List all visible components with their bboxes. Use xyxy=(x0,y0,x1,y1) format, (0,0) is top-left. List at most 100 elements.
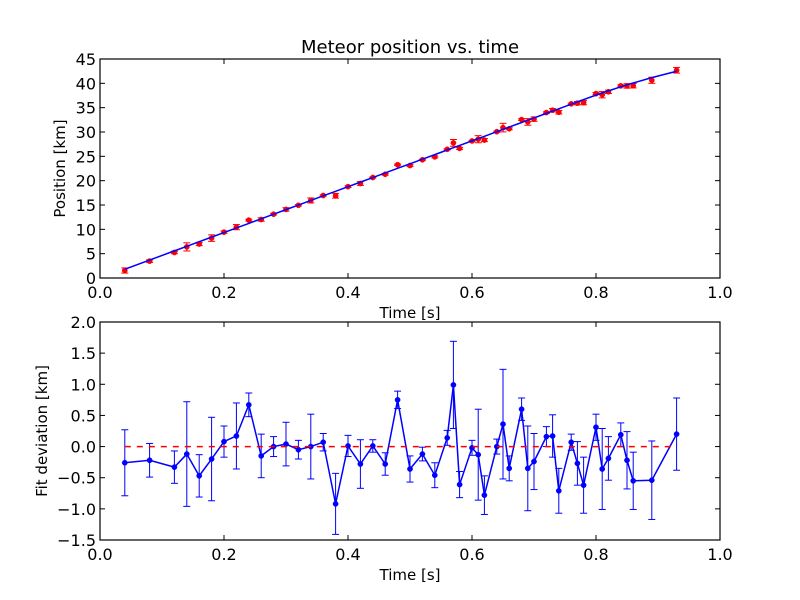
deviation-y-tick-label: 1.5 xyxy=(71,344,96,363)
data-marker xyxy=(407,466,413,472)
deviation-y-axis-label: Fit deviation [km] xyxy=(33,365,51,497)
data-marker xyxy=(332,192,339,199)
data-marker xyxy=(245,401,252,408)
deviation-series-line xyxy=(124,384,678,505)
position-y-tick-label: 15 xyxy=(76,196,96,215)
deviation-data-point xyxy=(480,475,488,515)
data-marker xyxy=(555,109,562,116)
deviation-data-point xyxy=(518,397,526,421)
data-marker xyxy=(630,477,637,484)
deviation-y-tick-label: 0.0 xyxy=(71,438,96,457)
deviation-data-point xyxy=(183,401,191,507)
position-x-tick-label: 0.8 xyxy=(583,283,608,302)
data-marker xyxy=(481,137,488,143)
data-marker xyxy=(221,438,227,445)
data-marker xyxy=(555,487,562,494)
deviation-axes-frame xyxy=(99,321,721,541)
deviation-x-tick-label: 0.6 xyxy=(459,545,484,564)
deviation-data-point xyxy=(431,462,439,489)
data-marker xyxy=(183,451,190,457)
deviation-data-point xyxy=(369,439,377,453)
data-marker xyxy=(394,161,401,168)
position-series-fit xyxy=(124,70,677,270)
deviation-data-point xyxy=(443,429,451,446)
deviation-series-residuals xyxy=(121,340,681,535)
data-marker xyxy=(233,433,240,439)
deviation-plot-area xyxy=(121,340,681,535)
position-ticks: 0.0 0.2 0.4 0.6 0.8 1.0 0 5 10 15 20 25 30 35 40 45 xyxy=(76,50,733,302)
data-marker xyxy=(394,397,401,403)
data-marker xyxy=(481,492,488,499)
position-y-tick-label: 25 xyxy=(76,147,96,166)
position-y-tick-label: 35 xyxy=(76,99,96,118)
data-marker xyxy=(431,472,438,479)
deviation-data-point xyxy=(549,414,557,458)
deviation-data-point xyxy=(232,402,240,470)
deviation-x-tick-label: 1.0 xyxy=(707,545,732,564)
deviation-ticks: 0.0 0.2 0.4 0.6 0.8 1.0 −1.5 −1.0 −0.5 0.0 0.5 1.0 1… xyxy=(57,313,733,564)
position-y-tick-label: 5 xyxy=(86,245,96,264)
deviation-data-point xyxy=(146,442,154,478)
deviation-data-point xyxy=(319,432,327,452)
data-marker xyxy=(171,464,178,470)
deviation-data-point xyxy=(580,456,588,514)
data-marker xyxy=(450,382,457,388)
deviation-data-point xyxy=(573,441,581,486)
deviation-y-tick-label: −1.0 xyxy=(57,500,96,519)
data-marker xyxy=(419,451,426,457)
position-plot-area xyxy=(121,66,681,274)
deviation-y-tick-label: 1.0 xyxy=(71,375,96,394)
deviation-data-point xyxy=(629,451,637,510)
data-marker xyxy=(673,431,680,437)
deviation-data-point xyxy=(418,446,426,462)
data-marker xyxy=(593,424,599,431)
deviation-data-point xyxy=(604,436,612,481)
data-marker xyxy=(543,433,550,440)
deviation-data-point xyxy=(208,416,216,502)
deviation-y-tick-label: 2.0 xyxy=(71,313,96,332)
position-y-tick-label: 10 xyxy=(76,220,96,239)
deviation-data-point xyxy=(332,472,340,535)
data-marker xyxy=(524,465,531,472)
position-data-point xyxy=(332,192,340,199)
data-marker xyxy=(605,455,612,462)
deviation-data-point xyxy=(456,470,464,499)
position-y-tick-label: 45 xyxy=(76,50,96,69)
data-marker xyxy=(320,439,327,446)
data-marker xyxy=(624,457,630,464)
deviation-data-point xyxy=(356,439,364,489)
data-marker xyxy=(531,458,537,465)
deviation-y-tick-label: −1.5 xyxy=(57,531,96,550)
deviation-data-point xyxy=(449,340,457,430)
deviation-data-point xyxy=(282,421,290,467)
deviation-data-point xyxy=(542,426,550,448)
position-y-axis-label: Position [km] xyxy=(51,119,69,217)
position-axes-frame xyxy=(99,58,721,279)
deviation-data-point xyxy=(257,433,265,479)
position-x-tick-label: 0.4 xyxy=(335,283,360,302)
position-y-tick-label: 0 xyxy=(86,269,96,288)
data-marker xyxy=(146,457,153,464)
deviation-data-point xyxy=(623,431,631,490)
data-marker xyxy=(208,456,215,462)
data-marker xyxy=(357,461,364,467)
deviation-data-point xyxy=(195,454,203,498)
deviation-data-point xyxy=(170,450,178,484)
deviation-data-point xyxy=(294,439,302,460)
deviation-x-tick-label: 0.8 xyxy=(583,545,608,564)
deviation-data-point xyxy=(220,425,228,458)
position-x-tick-label: 1.0 xyxy=(707,283,732,302)
position-y-tick-label: 40 xyxy=(76,74,96,93)
position-x-tick-label: 0.0 xyxy=(87,283,112,302)
deviation-x-axis-label: Time [s] xyxy=(379,566,441,584)
deviation-x-tick-label: 0.2 xyxy=(211,545,236,564)
deviation-data-point xyxy=(505,455,513,482)
position-y-tick-label: 30 xyxy=(76,123,96,142)
deviation-panel: 0.0 0.2 0.4 0.6 0.8 1.0 −1.5 −1.0 −0.5 0.0 0.5 1.0 1… xyxy=(33,313,733,584)
data-marker xyxy=(258,453,265,459)
position-data-point xyxy=(394,161,402,168)
position-y-tick-label: 20 xyxy=(76,172,96,191)
data-marker xyxy=(382,461,389,467)
data-marker xyxy=(617,431,624,438)
